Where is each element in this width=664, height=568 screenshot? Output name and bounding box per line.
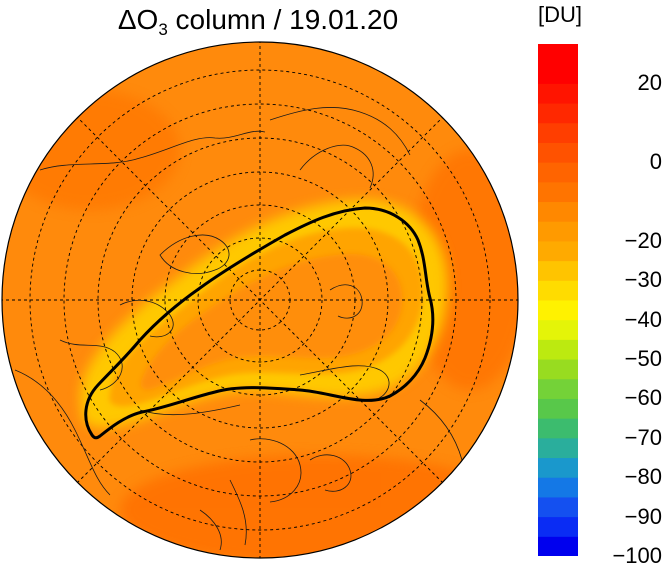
meridians xyxy=(2,42,518,558)
colorbar-band xyxy=(538,457,578,478)
colorbar-band xyxy=(538,240,578,262)
ozone-interior xyxy=(140,254,403,390)
colorbar-tick-label: −60 xyxy=(624,385,662,411)
polar-map xyxy=(1,41,519,559)
title-prefix: ΔO xyxy=(117,4,159,35)
colorbar-band xyxy=(538,260,578,281)
colorbar-tick-label: −100 xyxy=(612,543,662,568)
colorbar-band xyxy=(538,162,578,183)
colorbar-tick-label: −40 xyxy=(624,306,662,332)
colorbar-band xyxy=(538,378,578,399)
colorbar-band xyxy=(538,398,578,419)
colorbar-band xyxy=(538,418,578,439)
colorbar-band xyxy=(538,300,578,321)
colorbar-band xyxy=(538,63,578,84)
colorbar-tick-label: −80 xyxy=(624,464,662,490)
vortex-edge-contour xyxy=(84,206,435,440)
colorbar-band xyxy=(538,536,578,556)
colorbar-band xyxy=(538,280,578,301)
colorbar-tick-label: −50 xyxy=(624,346,662,372)
colorbar-band xyxy=(538,319,578,340)
colorbar-tick-label: −30 xyxy=(624,267,662,293)
ozone-field-patch xyxy=(120,455,518,558)
colorbar-band xyxy=(538,201,578,222)
colorbar-band xyxy=(538,359,578,380)
title-subscript: 3 xyxy=(158,20,168,39)
colorbar-band xyxy=(538,181,578,203)
colorbar xyxy=(538,44,578,556)
colorbar-tick-label: −90 xyxy=(624,503,662,529)
colorbar-band xyxy=(538,103,578,124)
colorbar-band xyxy=(538,516,578,537)
colorbar-band xyxy=(538,122,578,143)
colorbar-ticks: 20 0 −20 −30 −40 −50 −60 −70 −80 −90 −100 xyxy=(584,44,664,567)
colorbar-tick-label: −70 xyxy=(624,424,662,450)
colorbar-tick-label: −20 xyxy=(624,227,662,253)
map-title: ΔO3 column / 19.01.20 xyxy=(0,2,516,38)
colorbar-band xyxy=(538,44,578,65)
coastlines xyxy=(14,107,463,551)
colorbar-band xyxy=(538,477,578,498)
map-border xyxy=(1,41,519,559)
colorbar-band xyxy=(538,339,578,360)
colorbar-tick-label: 0 xyxy=(649,149,662,175)
colorbar-band xyxy=(538,142,578,163)
colorbar-band xyxy=(538,221,578,242)
colorbar-band xyxy=(538,496,578,518)
colorbar-band xyxy=(538,83,578,104)
colorbar-unit: [DU] xyxy=(538,2,582,27)
title-suffix: column / 19.01.20 xyxy=(167,4,399,35)
colorbar-tick-label: 20 xyxy=(637,70,662,96)
ozone-field-patch xyxy=(2,90,180,210)
colorbar-band xyxy=(538,437,578,459)
